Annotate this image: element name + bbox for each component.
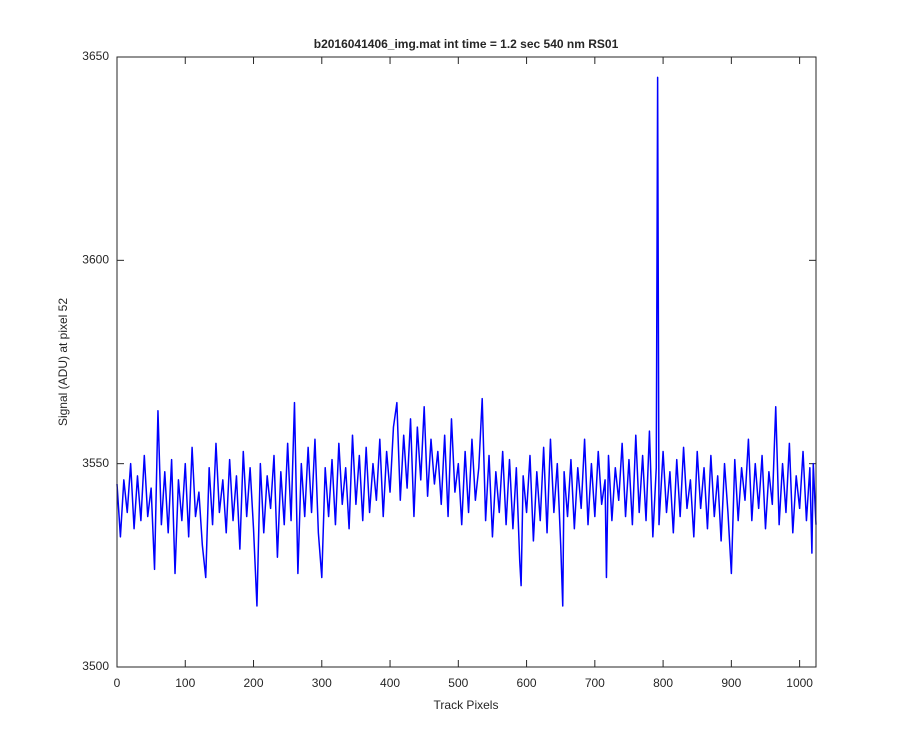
y-axis-label: Signal (ADU) at pixel 52 <box>56 298 70 426</box>
x-tick-label: 1000 <box>786 676 813 690</box>
x-axis-label: Track Pixels <box>434 698 499 712</box>
x-tick-label: 500 <box>448 676 468 690</box>
x-tick-label: 700 <box>585 676 605 690</box>
y-tick-label: 3650 <box>82 49 109 63</box>
x-tick-label: 200 <box>244 676 264 690</box>
x-tick-label: 800 <box>653 676 673 690</box>
axes-box <box>116 56 817 668</box>
x-tick-label: 100 <box>175 676 195 690</box>
y-tick-label: 3550 <box>82 456 109 470</box>
x-tick-label: 400 <box>380 676 400 690</box>
y-tick-label: 3600 <box>82 253 109 267</box>
data-line <box>116 76 817 607</box>
x-tick-label: 300 <box>312 676 332 690</box>
y-tick-label: 3500 <box>82 659 109 673</box>
x-tick-label: 900 <box>721 676 741 690</box>
chart-title: b2016041406_img.mat int time = 1.2 sec 5… <box>314 37 619 51</box>
x-tick-label: 600 <box>517 676 537 690</box>
x-tick-label: 0 <box>114 676 121 690</box>
